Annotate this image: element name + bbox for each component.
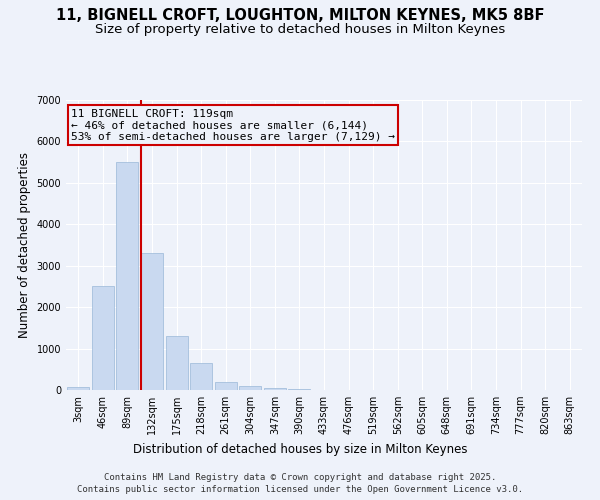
Bar (92, 286, 114, 390)
Text: Contains HM Land Registry data © Crown copyright and database right 2025.: Contains HM Land Registry data © Crown c… (104, 472, 496, 482)
Text: Contains public sector information licensed under the Open Government Licence v3: Contains public sector information licen… (77, 485, 523, 494)
Bar (141, 254, 163, 390)
Bar (239, 386, 262, 390)
Text: 11 BIGNELL CROFT: 119sqm
← 46% of detached houses are smaller (6,144)
53% of sem: 11 BIGNELL CROFT: 119sqm ← 46% of detach… (71, 108, 395, 142)
Bar (166, 336, 188, 390)
Bar (67, 387, 89, 390)
Bar (215, 382, 237, 390)
Text: Distribution of detached houses by size in Milton Keynes: Distribution of detached houses by size … (133, 442, 467, 456)
Y-axis label: Number of detached properties: Number of detached properties (18, 152, 31, 338)
Bar (190, 363, 212, 390)
Text: 11, BIGNELL CROFT, LOUGHTON, MILTON KEYNES, MK5 8BF: 11, BIGNELL CROFT, LOUGHTON, MILTON KEYN… (56, 8, 544, 22)
Bar (116, 162, 139, 390)
Text: Size of property relative to detached houses in Milton Keynes: Size of property relative to detached ho… (95, 22, 505, 36)
Bar (264, 388, 286, 390)
